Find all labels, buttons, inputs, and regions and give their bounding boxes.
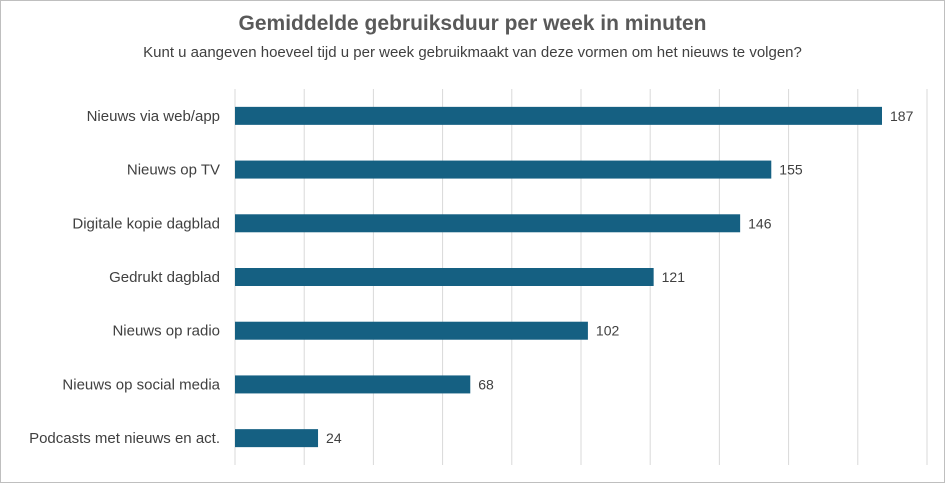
category-labels: Nieuws via web/app Nieuws op TV Digitale k… — [29, 108, 221, 447]
value-label: 121 — [662, 269, 686, 285]
value-label: 68 — [478, 376, 494, 392]
value-label: 187 — [890, 108, 914, 124]
category-label: Nieuws op social media — [62, 376, 220, 393]
bar — [235, 160, 772, 179]
bars — [235, 106, 882, 448]
value-label: 155 — [779, 162, 803, 178]
value-label: 102 — [596, 323, 620, 339]
category-label: Nieuws via web/app — [87, 108, 220, 125]
category-label: Nieuws op radio — [112, 323, 220, 340]
bar — [235, 106, 882, 125]
value-labels: 187 155 146 121 102 68 24 — [326, 108, 914, 446]
bar — [235, 214, 741, 233]
chart-title: Gemiddelde gebruiksduur per week in minu… — [238, 12, 707, 35]
category-label: Digitale kopie dagblad — [72, 215, 220, 232]
bar — [235, 321, 588, 340]
bar — [235, 268, 654, 286]
bar — [235, 429, 319, 448]
category-label: Nieuws op TV — [127, 162, 220, 179]
bar — [235, 375, 471, 394]
chart-subtitle: Kunt u aangeven hoeveel tijd u per week … — [143, 44, 802, 61]
category-label: Podcasts met nieuws en act. — [29, 430, 220, 447]
value-label: 146 — [748, 215, 772, 231]
category-label: Gedrukt dagblad — [109, 269, 220, 286]
value-label: 24 — [326, 430, 342, 446]
